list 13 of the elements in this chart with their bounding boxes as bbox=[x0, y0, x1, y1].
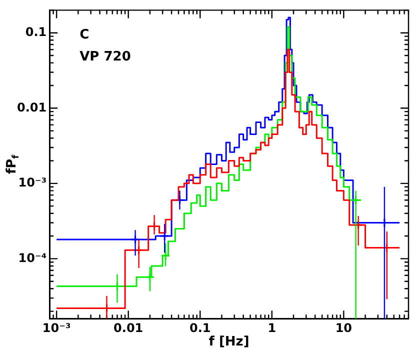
x-tick-label: 1 bbox=[268, 320, 276, 335]
y-tick-label: 10⁻³ bbox=[18, 176, 47, 190]
annotation: C bbox=[80, 28, 90, 43]
annotation: VP 720 bbox=[80, 50, 131, 65]
x-tick-label: 0.01 bbox=[114, 320, 144, 335]
y-axis-title: fPf bbox=[4, 154, 22, 174]
y-tick-label: 0.1 bbox=[25, 24, 47, 39]
x-axis-title: f [Hz] bbox=[208, 334, 250, 350]
y-tick-label: 0.01 bbox=[17, 100, 47, 114]
y-tick-label: 10⁻⁴ bbox=[18, 250, 47, 265]
x-tick-label: 10 bbox=[335, 320, 352, 335]
x-tick-label: 10⁻³ bbox=[42, 320, 71, 335]
x-tick-label: 0.1 bbox=[189, 320, 211, 335]
